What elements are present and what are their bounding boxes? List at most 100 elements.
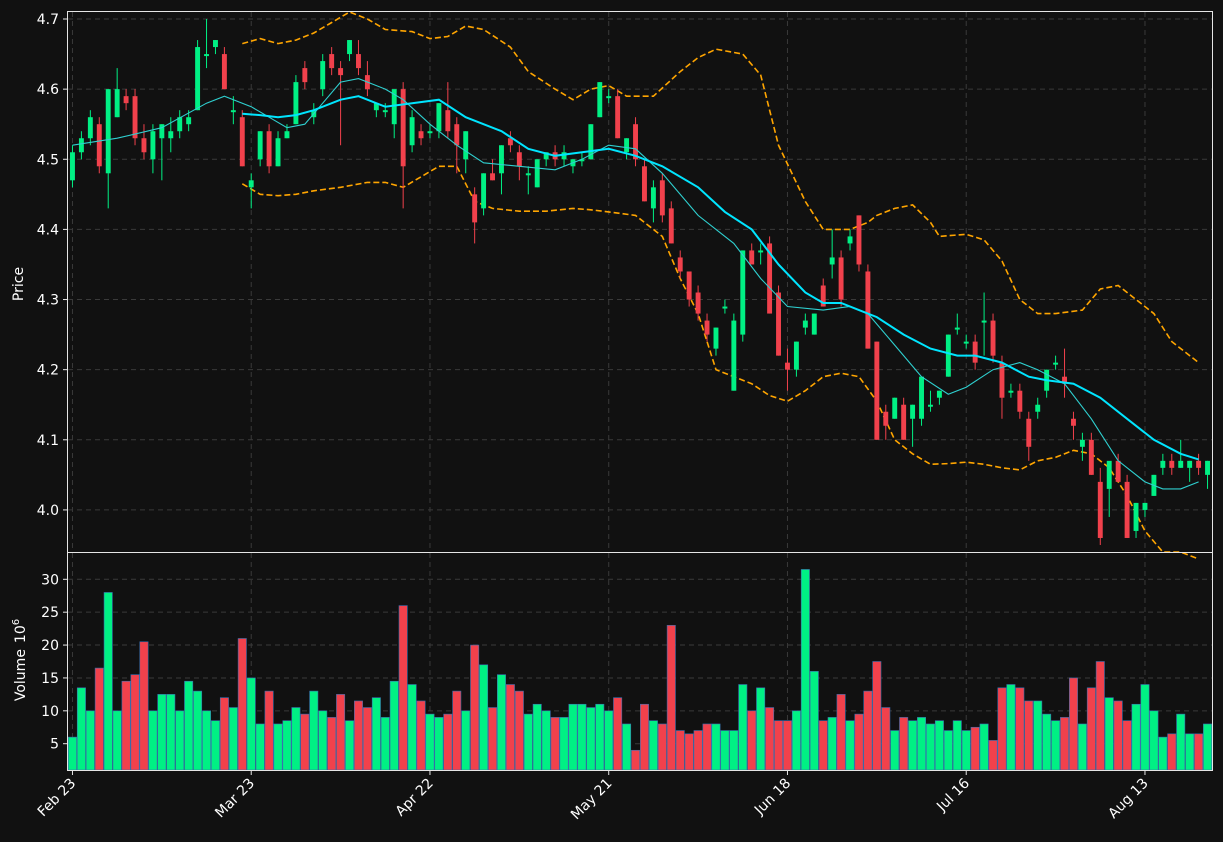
candle-body	[856, 215, 862, 265]
candle-body	[373, 103, 379, 111]
candle-body	[793, 341, 799, 370]
candle-body	[1035, 404, 1041, 412]
candle-body	[293, 82, 299, 125]
volume-bar	[434, 717, 444, 771]
volume-bar	[1077, 723, 1087, 771]
candle-body	[507, 138, 513, 146]
volume-tick-label: 10	[41, 704, 59, 720]
volume-bar	[380, 717, 390, 771]
volume-bar	[496, 674, 506, 771]
candle-body	[239, 117, 245, 167]
volume-bar	[94, 667, 104, 771]
volume-bar	[827, 717, 837, 771]
candle-body	[356, 54, 361, 69]
candle-body	[642, 166, 647, 202]
volume-bar	[890, 730, 900, 771]
volume-bar	[175, 710, 185, 771]
volume-bar	[997, 687, 1007, 771]
candle-body	[525, 173, 531, 176]
volume-bar	[246, 677, 256, 771]
moving-averages	[72, 78, 1199, 490]
candle-body	[883, 411, 889, 426]
candle-body	[767, 243, 773, 314]
candle-body	[320, 61, 326, 90]
volume-bar	[1158, 736, 1168, 771]
candle-body	[686, 271, 692, 300]
volume-bar	[711, 723, 721, 771]
volume-bar	[586, 707, 596, 771]
volume-bar	[872, 661, 882, 771]
volume-bar	[425, 713, 435, 771]
candle-body	[919, 376, 924, 419]
volume-bar	[774, 720, 783, 771]
volume-bar	[952, 720, 962, 771]
candle-body	[132, 96, 138, 139]
volume-bar	[943, 730, 953, 771]
volume-bar	[184, 680, 194, 771]
candle-body	[141, 138, 147, 153]
candle-body	[1079, 439, 1085, 447]
volume-panel-frame	[67, 552, 1213, 771]
volume-bar	[577, 703, 587, 771]
candle-body	[588, 124, 594, 160]
candle-body	[758, 250, 764, 253]
price-axis-label: Price	[11, 267, 27, 301]
candle-body	[1124, 481, 1130, 538]
volume-bar	[130, 674, 140, 771]
volume-bar	[139, 641, 149, 771]
candle-body	[874, 341, 880, 440]
volume-bar	[327, 717, 337, 771]
volume-bar	[747, 710, 757, 771]
volume-bar	[675, 730, 685, 771]
candle-body	[1160, 460, 1166, 468]
price-tick-label: 4.4	[37, 222, 59, 238]
volume-bar	[541, 710, 551, 771]
volume-bar	[1015, 687, 1025, 771]
candle-body	[123, 96, 129, 104]
volume-bar	[604, 710, 614, 771]
candle-body	[1106, 460, 1112, 489]
candle-body	[1115, 460, 1121, 482]
volume-bar	[1203, 723, 1213, 771]
candle-body	[928, 404, 933, 407]
volume-bar	[666, 625, 676, 771]
candle-body	[936, 390, 942, 398]
volume-bar	[1069, 677, 1078, 771]
volume-bar	[1006, 684, 1016, 771]
candle-body	[731, 320, 737, 391]
volume-bars	[68, 569, 1213, 771]
price-tick-label: 4.5	[37, 152, 59, 168]
price-tick-label: 4.1	[37, 433, 59, 449]
volume-bar	[1167, 733, 1177, 771]
volume-bar	[738, 684, 748, 771]
candle-body	[713, 327, 719, 349]
candle-body	[981, 320, 987, 323]
candle-body	[1017, 390, 1023, 412]
volume-bar	[202, 710, 212, 771]
upper-band-line	[242, 11, 1200, 364]
candle-body	[427, 131, 433, 134]
candle-body	[597, 82, 603, 118]
volume-bar	[371, 697, 381, 771]
candle-body	[990, 320, 996, 356]
candle-body	[1187, 460, 1193, 468]
candle-body	[740, 250, 746, 335]
candle-body	[901, 404, 907, 440]
volume-tick-label: 25	[41, 605, 59, 621]
volume-bar	[800, 569, 810, 771]
price-tick-label: 4.7	[37, 12, 59, 28]
candle-body	[284, 131, 290, 139]
candle-body	[168, 131, 174, 139]
volume-bar	[729, 730, 739, 771]
candle-body	[633, 124, 638, 160]
volume-bar	[505, 684, 515, 771]
volume-bar	[684, 733, 694, 771]
volume-bar	[1122, 720, 1132, 771]
volume-bar	[362, 707, 372, 771]
candle-body	[650, 187, 656, 209]
volume-bar	[1024, 700, 1034, 771]
volume-bar	[193, 690, 203, 771]
candle-body	[1097, 481, 1103, 538]
candle-body	[534, 159, 540, 188]
candle-body	[963, 341, 969, 344]
